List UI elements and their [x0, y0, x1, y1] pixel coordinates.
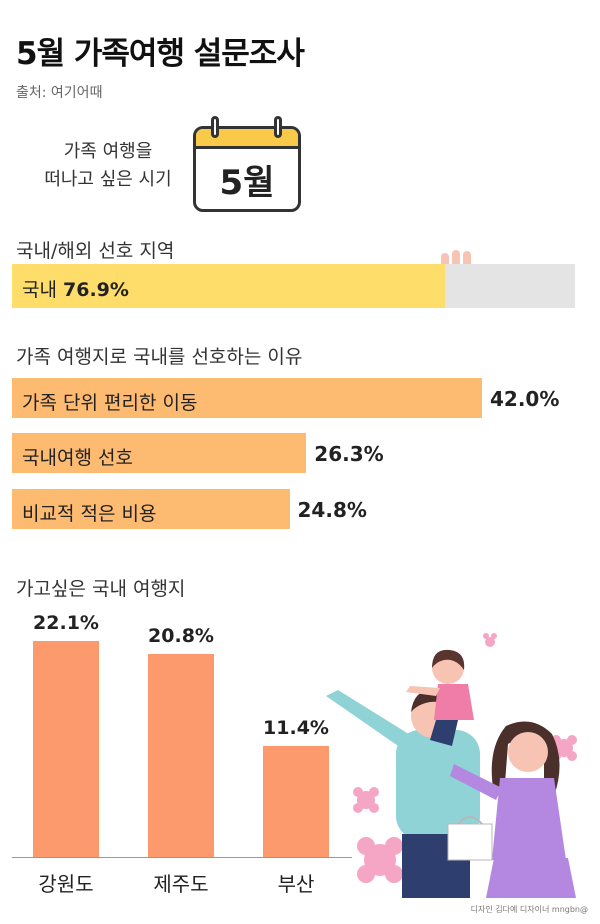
domestic-bar-label: 국내 76.9%	[22, 275, 129, 302]
credit-text: 디자인 김다예 디자이너 mngbn@	[470, 905, 588, 914]
domestic-bar	[12, 264, 445, 308]
destination-bar	[33, 641, 99, 857]
reason-bar-value: 26.3%	[314, 442, 384, 466]
reason-bar-value: 24.8%	[297, 498, 367, 522]
destination-bar-value: 11.4%	[263, 716, 329, 739]
reason-bar-label: 국내여행 선호	[22, 447, 133, 469]
destination-label: 제주도	[153, 872, 209, 896]
destination-bar	[263, 745, 329, 857]
destination-label: 강원도	[38, 872, 94, 896]
family-illustration-icon	[326, 633, 577, 898]
chart-baseline	[12, 857, 352, 858]
travel-period-label: 가족 여행을 떠나고 싶은 시기	[38, 138, 178, 194]
calendar-ring-icon	[274, 116, 282, 138]
reason-bar-value: 42.0%	[490, 387, 560, 411]
destination-bar	[148, 653, 214, 857]
reason-bar	[12, 489, 290, 529]
reason-bar-label: 가족 단위 편리한 이동	[22, 392, 198, 414]
destinations-section-title: 가고싶은 국내 여행지	[16, 578, 186, 600]
calendar-icon: 5월	[193, 126, 301, 212]
calendar-ring-icon	[211, 116, 219, 138]
destination-bar-value: 20.8%	[148, 624, 214, 647]
destination-bar-value: 22.1%	[33, 612, 99, 634]
reason-bar	[12, 378, 482, 418]
page-title: 5월 가족여행 설문조사	[16, 36, 305, 72]
source-text: 출처: 여기어때	[16, 85, 103, 101]
destination-label: 부산	[277, 872, 315, 896]
calendar-month: 5월	[219, 163, 275, 203]
travel-period-label-line2: 떠나고 싶은 시기	[44, 169, 172, 190]
domestic-section-title: 국내/해외 선호 지역	[16, 240, 175, 262]
reason-bar-label: 비교적 적은 비용	[22, 503, 157, 525]
domestic-value: 76.9%	[63, 279, 129, 301]
calendar-header	[196, 129, 298, 149]
travel-period-label-line1: 가족 여행을	[63, 141, 153, 162]
fingers-illustration-icon	[441, 250, 471, 265]
reason-bar	[12, 433, 307, 473]
domestic-label: 국내	[22, 279, 57, 301]
reasons-section-title: 가족 여행지로 국내를 선호하는 이유	[16, 346, 303, 368]
